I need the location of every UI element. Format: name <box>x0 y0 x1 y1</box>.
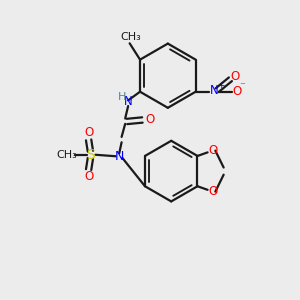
Text: N: N <box>124 95 133 108</box>
Text: H: H <box>118 92 126 101</box>
Text: N: N <box>115 150 124 163</box>
Text: +: + <box>217 81 224 90</box>
Text: CH₃: CH₃ <box>57 150 78 160</box>
Text: O: O <box>146 113 155 127</box>
Text: O: O <box>230 70 239 83</box>
Text: O: O <box>84 170 93 183</box>
Text: CH₃: CH₃ <box>121 32 142 42</box>
Text: O: O <box>208 144 218 157</box>
Text: O: O <box>232 85 242 98</box>
Text: O: O <box>208 185 218 198</box>
Text: O: O <box>84 126 93 139</box>
Text: S: S <box>87 148 95 162</box>
Text: N: N <box>210 84 218 97</box>
Text: ⁻: ⁻ <box>239 81 245 92</box>
